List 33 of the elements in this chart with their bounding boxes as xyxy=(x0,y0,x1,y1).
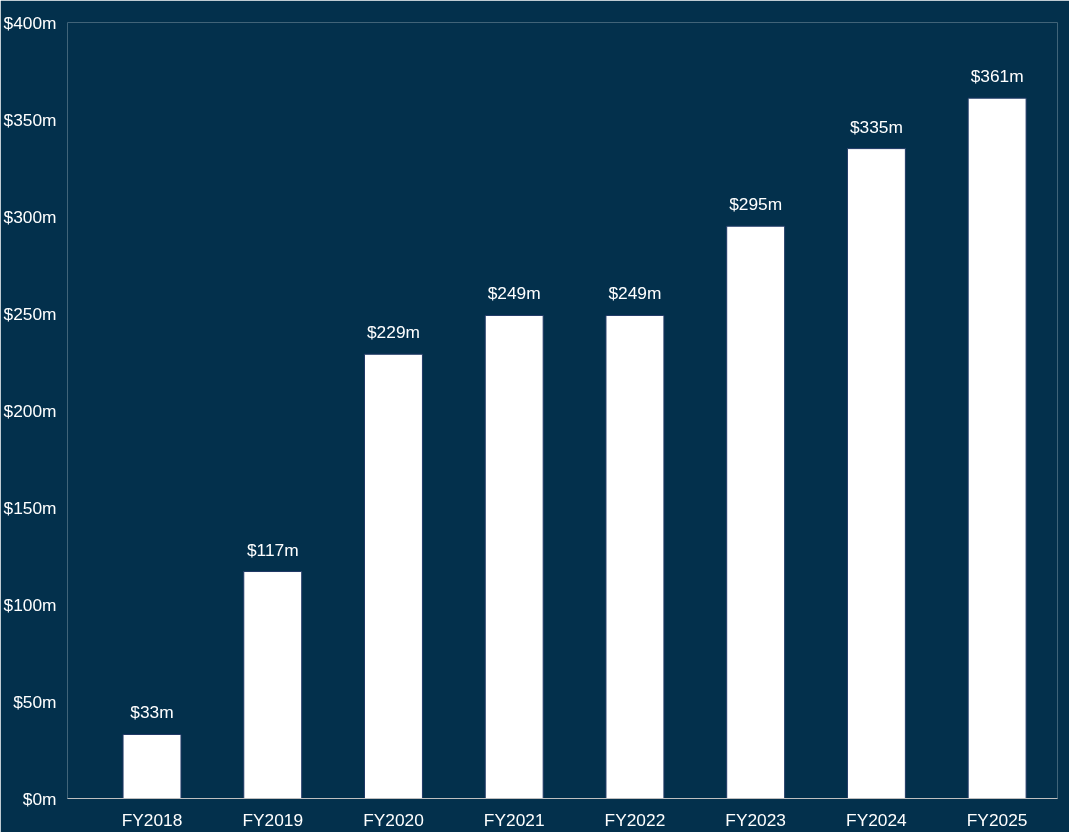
x-tick-label: FY2019 xyxy=(242,809,304,830)
data-label: $249m xyxy=(608,283,662,304)
data-label: $249m xyxy=(487,283,541,304)
x-tick-label: FY2024 xyxy=(846,809,908,830)
bar xyxy=(364,353,423,799)
data-label: $33m xyxy=(130,702,174,723)
y-tick-label: $400m xyxy=(3,12,57,33)
data-label: $295m xyxy=(729,194,783,215)
y-tick-label: $100m xyxy=(3,594,57,615)
bar xyxy=(243,571,303,799)
y-tick-label: $300m xyxy=(3,206,57,227)
y-tick-label: $200m xyxy=(3,400,57,421)
x-tick-label: FY2023 xyxy=(725,809,787,830)
bar xyxy=(122,733,182,799)
x-tick-label: FY2025 xyxy=(966,809,1028,830)
bar xyxy=(484,314,544,799)
y-tick-label: $0m xyxy=(22,788,57,809)
y-tick-label: $350m xyxy=(3,109,57,130)
data-label: $229m xyxy=(366,322,420,343)
y-tick-label: $50m xyxy=(13,691,57,712)
x-tick-label: FY2021 xyxy=(483,809,545,830)
data-label: $335m xyxy=(849,116,903,137)
bar xyxy=(967,97,1027,799)
bar xyxy=(605,314,665,799)
x-tick-label: FY2020 xyxy=(363,809,424,830)
data-label: $117m xyxy=(246,539,299,560)
bar xyxy=(846,148,906,799)
x-tick-label: FY2018 xyxy=(121,809,183,830)
data-label: $361m xyxy=(970,66,1024,87)
y-tick-label: $150m xyxy=(3,497,57,518)
bar xyxy=(726,225,786,799)
y-tick-label: $250m xyxy=(3,303,57,324)
x-tick-label: FY2022 xyxy=(604,809,666,830)
